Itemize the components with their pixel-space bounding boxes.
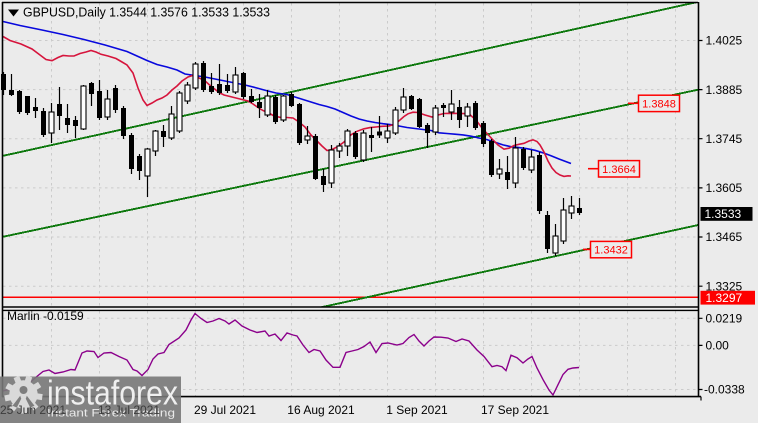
svg-text:0.00: 0.00 xyxy=(706,339,730,353)
svg-text:instaforex: instaforex xyxy=(47,375,178,413)
svg-text:25 Jun 2021: 25 Jun 2021 xyxy=(0,403,66,417)
svg-text:1 Sep 2021: 1 Sep 2021 xyxy=(386,403,448,417)
svg-text:16 Aug 2021: 16 Aug 2021 xyxy=(287,403,355,417)
svg-text:1.3465: 1.3465 xyxy=(706,230,743,244)
svg-text:1.3325: 1.3325 xyxy=(706,279,743,293)
svg-text:17 Sep 2021: 17 Sep 2021 xyxy=(481,403,549,417)
svg-text:13 Jul 2021: 13 Jul 2021 xyxy=(98,403,160,417)
svg-text:1.3664: 1.3664 xyxy=(602,164,636,176)
svg-text:Marlin -0.0159: Marlin -0.0159 xyxy=(7,309,84,323)
svg-text:29 Jul 2021: 29 Jul 2021 xyxy=(194,403,256,417)
svg-text:GBPUSD,Daily 1.3544 1.3576 1.: GBPUSD,Daily 1.3544 1.3576 1.3533 1.3533 xyxy=(23,6,270,20)
svg-text:1.3533: 1.3533 xyxy=(705,207,742,221)
svg-text:1.3297: 1.3297 xyxy=(706,291,743,305)
svg-text:1.3885: 1.3885 xyxy=(706,83,743,97)
svg-text:1.4025: 1.4025 xyxy=(706,34,743,48)
svg-text:Instant Forex Trading: Instant Forex Trading xyxy=(47,408,175,420)
svg-text:0.0219: 0.0219 xyxy=(706,312,743,326)
svg-text:1.3432: 1.3432 xyxy=(594,245,628,257)
svg-text:1.3605: 1.3605 xyxy=(706,181,743,195)
svg-text:1.3745: 1.3745 xyxy=(706,132,743,146)
svg-text:-0.0338: -0.0338 xyxy=(704,383,745,397)
svg-text:1.3848: 1.3848 xyxy=(642,98,676,110)
